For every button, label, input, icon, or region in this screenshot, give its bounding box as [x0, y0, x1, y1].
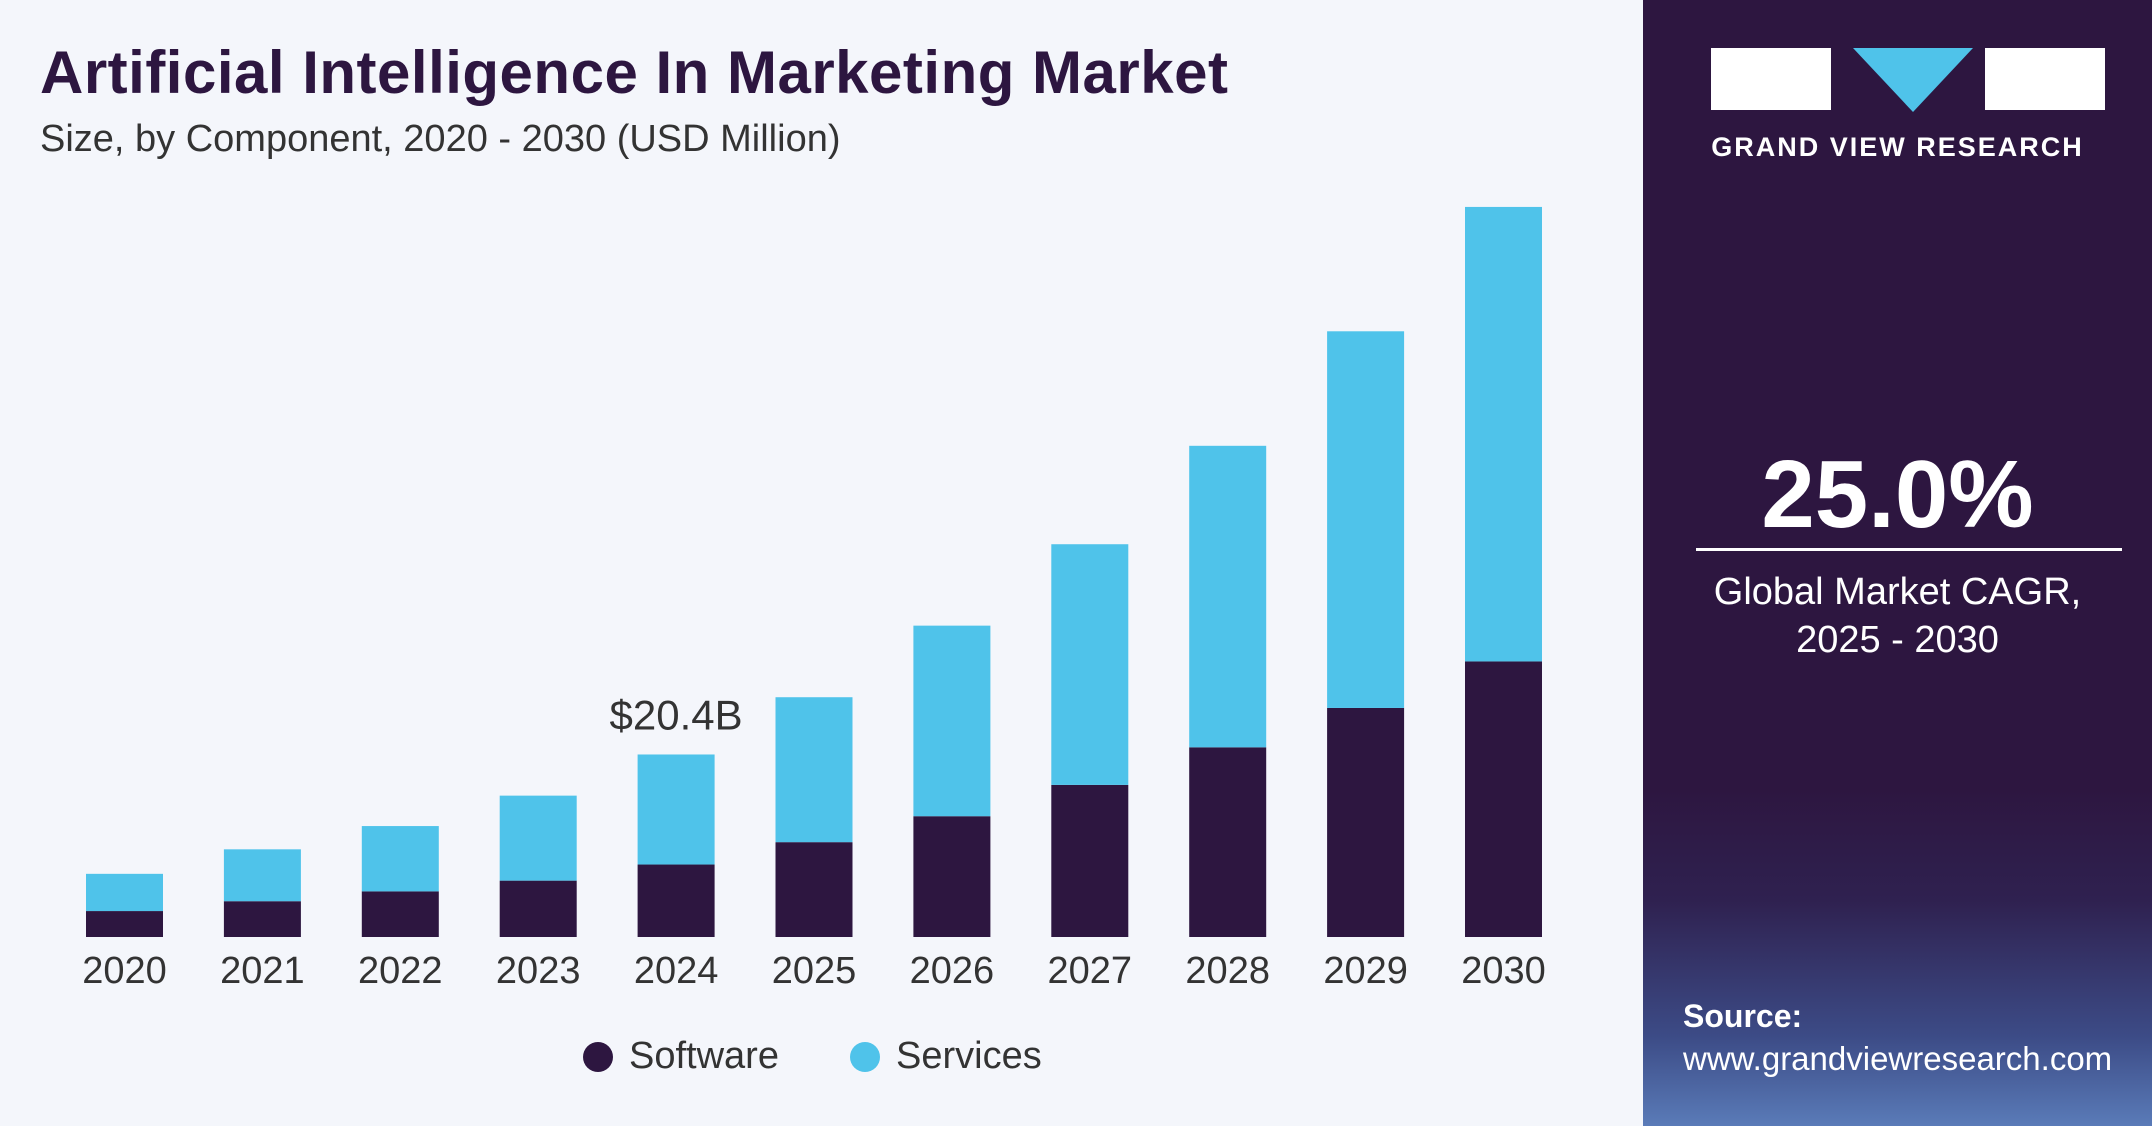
- legend-swatch-software: [583, 1041, 613, 1072]
- legend-item-software: Software: [583, 1035, 779, 1078]
- cagr-value: 25.0%: [1761, 441, 2034, 548]
- logo-g-block: [1711, 48, 1831, 110]
- data-label-2024: $20.4B: [610, 691, 743, 738]
- cagr-label-line2: 2025 - 2030: [1796, 619, 1999, 661]
- bar-software-2028: [1189, 747, 1267, 937]
- stacked-bar-chart: 2020 2021 2022 2023 2024 $20.4B 2025 2026 2027 20…: [82, 206, 1546, 992]
- bar-software-2030: [1465, 661, 1542, 937]
- legend-label-software: Software: [629, 1035, 779, 1077]
- bar-services-2024: [637, 754, 715, 865]
- bar-services-2028: [1189, 445, 1267, 748]
- bar-software-2023: [499, 880, 577, 937]
- bar-services-2029: [1327, 331, 1405, 708]
- x-tick-label: 2021: [220, 950, 305, 992]
- bar-software-2022: [361, 891, 439, 937]
- info-panel: GRAND VIEW RESEARCH 25.0% Global Market …: [1643, 0, 2152, 1126]
- logo-v-triangle-icon: [1853, 48, 1973, 112]
- source-url[interactable]: www.grandviewresearch.com: [1683, 1040, 2113, 1077]
- x-tick-label: 2022: [358, 950, 443, 992]
- bar-software-2026: [913, 816, 991, 937]
- bar-software-2024: [637, 864, 715, 937]
- x-tick-label: 2028: [1185, 950, 1270, 992]
- chart-panel: Artificial Intelligence In Marketing Mar…: [40, 39, 1546, 1078]
- x-tick-label: 2030: [1461, 950, 1546, 992]
- x-tick-label: 2027: [1048, 950, 1133, 992]
- bar-software-2021: [223, 901, 301, 937]
- x-tick-label: 2026: [910, 950, 995, 992]
- bar-services-2025: [775, 697, 853, 843]
- legend-item-services: Services: [850, 1035, 1042, 1078]
- legend-swatch-services: [850, 1041, 880, 1072]
- bar-software-2027: [1051, 784, 1129, 937]
- bar-services-2020: [86, 873, 163, 912]
- bar-services-2026: [913, 625, 991, 817]
- bar-services-2021: [223, 849, 301, 902]
- bar-services-2023: [499, 795, 577, 881]
- cagr-label: Global Market CAGR, 2025 - 2030: [1643, 568, 2152, 664]
- bar-software-2029: [1327, 707, 1405, 937]
- legend-label-services: Services: [896, 1035, 1042, 1077]
- cagr-label-line1: Global Market CAGR,: [1713, 571, 2082, 613]
- divider: [1696, 548, 2122, 551]
- chart-title: Artificial Intelligence In Marketing Mar…: [40, 39, 1229, 106]
- brand-name: GRAND VIEW RESEARCH: [1711, 132, 2084, 162]
- x-tick-label: 2020: [82, 950, 167, 992]
- source-label: Source:: [1683, 998, 1803, 1034]
- bar-software-2025: [775, 842, 853, 937]
- x-tick-label: 2029: [1323, 950, 1408, 992]
- chart-subtitle: Size, by Component, 2020 - 2030 (USD Mil…: [40, 118, 841, 160]
- bar-services-2022: [361, 826, 439, 892]
- logo-r-block: [1985, 48, 2105, 110]
- bar-services-2030: [1465, 206, 1542, 662]
- bar-software-2020: [86, 911, 163, 937]
- x-tick-label: 2023: [496, 950, 581, 992]
- bar-services-2027: [1051, 544, 1129, 785]
- x-tick-label: 2025: [772, 950, 857, 992]
- x-tick-label: 2024: [634, 950, 719, 992]
